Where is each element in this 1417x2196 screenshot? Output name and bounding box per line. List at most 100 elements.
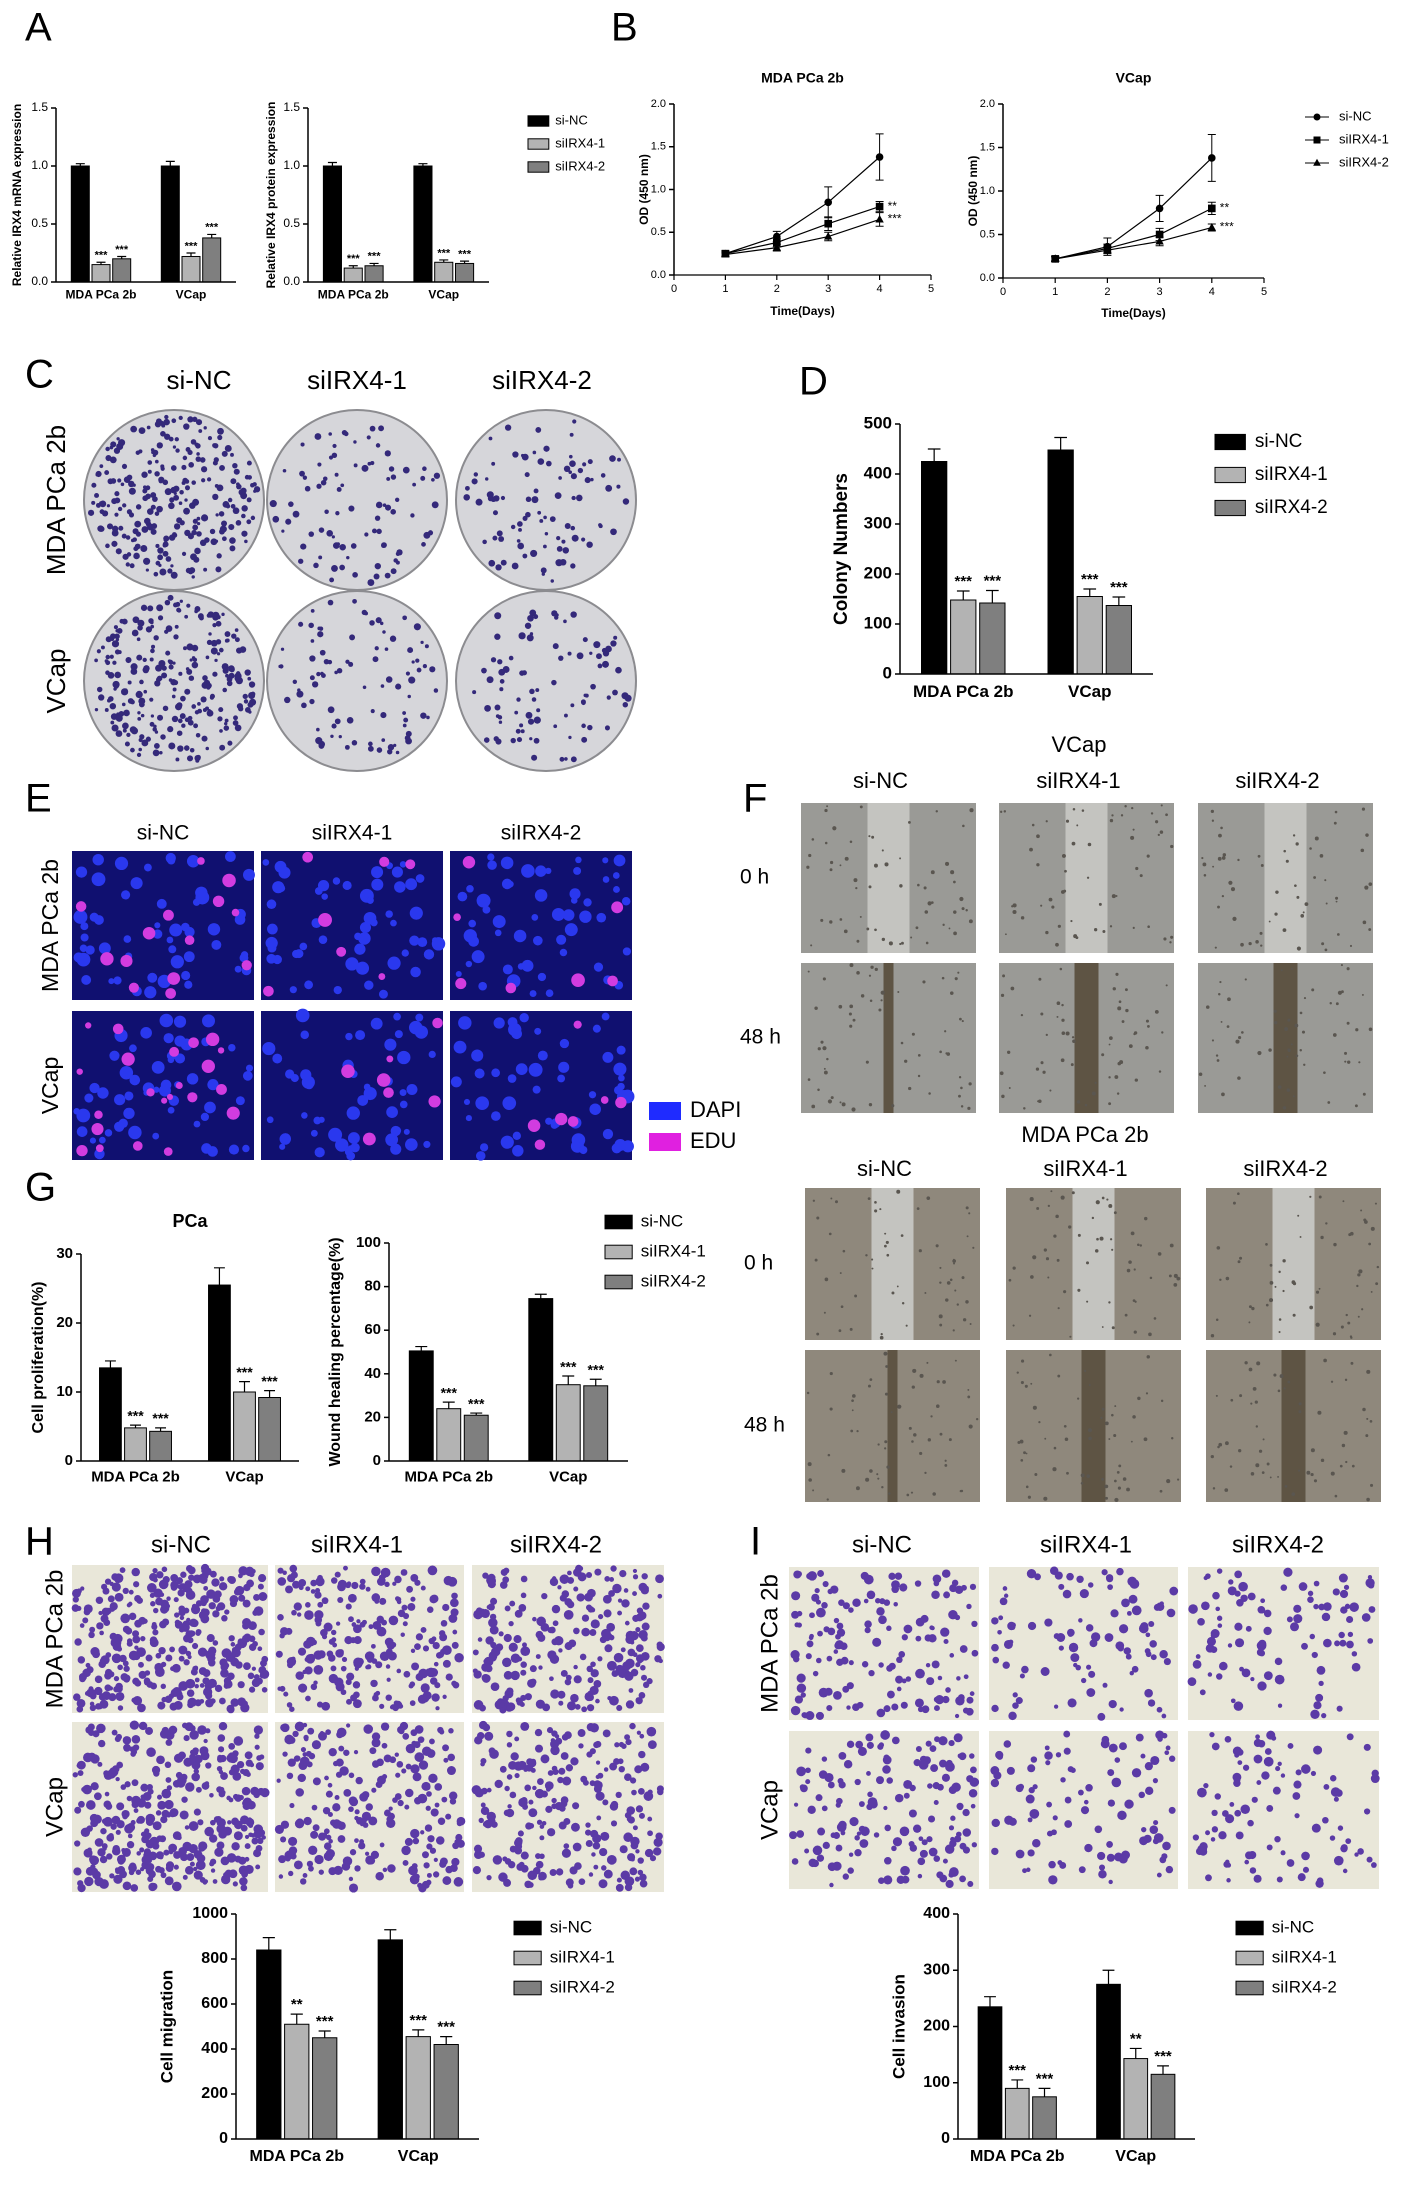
y-tick-label: 40 [364, 1365, 381, 1382]
colony [317, 626, 322, 631]
colony [212, 460, 218, 466]
significance: *** [409, 2012, 427, 2029]
stained-cell [447, 1576, 458, 1587]
stained-cell [1159, 1649, 1168, 1659]
stained-cell [590, 1661, 596, 1668]
colony [128, 487, 136, 495]
cell-texture [1061, 1003, 1064, 1007]
stained-cell [949, 1653, 955, 1658]
cell-texture [1221, 1092, 1225, 1097]
marker [824, 231, 833, 240]
stained-cell [323, 1622, 333, 1632]
colony [235, 520, 242, 526]
stained-cell [1131, 1768, 1142, 1778]
colony [136, 690, 142, 697]
stained-cell [534, 1744, 544, 1753]
colony [512, 451, 519, 458]
cell-texture [1299, 1236, 1302, 1238]
colony [530, 549, 538, 558]
cell-texture [839, 1272, 842, 1275]
stained-cell [117, 1705, 124, 1711]
stained-cell [434, 1802, 440, 1808]
stained-cell [348, 1806, 354, 1813]
dapi-nucleus [279, 1143, 286, 1150]
colony [226, 680, 233, 687]
stained-cell [899, 1826, 910, 1837]
stained-cell [1313, 1701, 1322, 1710]
panel-letter: B [611, 6, 638, 50]
cell-texture [1126, 1487, 1130, 1492]
colony [298, 621, 304, 627]
stained-cell [218, 1746, 225, 1753]
cell-texture [930, 870, 935, 875]
cell-texture [926, 1361, 929, 1364]
stained-cell [259, 1659, 267, 1667]
stained-cell [558, 1648, 563, 1653]
stained-cell [451, 1680, 457, 1687]
stained-cell [577, 1729, 586, 1737]
stained-cell [90, 1782, 99, 1791]
cell-texture [1128, 1044, 1133, 1048]
colony [181, 480, 186, 485]
cell-texture [1069, 1335, 1072, 1338]
stained-cell [132, 1635, 141, 1644]
stained-cell [210, 1868, 216, 1873]
colony [132, 616, 140, 624]
edu-nucleus [302, 851, 314, 863]
cell-texture [1057, 1307, 1060, 1310]
cell-texture [865, 1060, 869, 1064]
stained-cell [520, 1575, 528, 1583]
stained-cell [361, 1817, 367, 1824]
colony [613, 635, 618, 640]
stained-cell [145, 1818, 154, 1826]
colony [151, 523, 158, 529]
colony [109, 702, 117, 710]
cell-texture [1311, 988, 1315, 992]
legend-label: si-NC [1272, 1917, 1315, 1936]
colony [524, 472, 530, 478]
colony [172, 532, 178, 538]
stained-cell [368, 1726, 373, 1731]
stained-cell [197, 1819, 204, 1826]
cell-texture [1145, 1019, 1149, 1023]
stained-cell [1129, 1670, 1134, 1676]
stained-cell [859, 1839, 869, 1848]
stained-cell [1249, 1867, 1257, 1874]
edu-nucleus [573, 1020, 582, 1029]
stained-cell [176, 1778, 186, 1788]
cell-texture [1315, 1290, 1320, 1294]
dapi-nucleus [394, 881, 406, 893]
bar [1105, 605, 1132, 675]
stained-cell [128, 1589, 134, 1595]
stained-cell [160, 1872, 167, 1879]
dapi-nucleus [183, 951, 195, 963]
stained-cell [867, 1797, 878, 1807]
colony [320, 671, 324, 676]
stained-cell [181, 1796, 188, 1803]
stained-cell [112, 1844, 120, 1853]
stained-cell [526, 1758, 534, 1766]
stained-cell [190, 1757, 196, 1764]
cell-texture [1279, 1374, 1284, 1379]
stained-cell [895, 1675, 904, 1684]
y-tick-label: 300 [864, 513, 892, 532]
stained-cell [826, 1705, 833, 1712]
cell-texture [1330, 1471, 1335, 1476]
cell-texture [952, 1329, 955, 1332]
legend-label: si-NC [1339, 108, 1372, 123]
y-tick-label: 100 [356, 1234, 381, 1251]
dapi-nucleus [234, 965, 242, 973]
stained-cell [327, 1811, 333, 1817]
stained-cell [1027, 1764, 1036, 1773]
cell-texture [953, 931, 957, 936]
marker [1155, 204, 1164, 213]
error-bar [562, 1375, 575, 1385]
dapi-nucleus [602, 1128, 614, 1140]
colony [556, 536, 561, 541]
colony [210, 639, 218, 647]
stained-cell [1169, 1586, 1179, 1596]
stained-cell [1310, 1709, 1320, 1719]
colony [561, 539, 566, 544]
colony [200, 466, 208, 473]
colony [210, 647, 218, 655]
